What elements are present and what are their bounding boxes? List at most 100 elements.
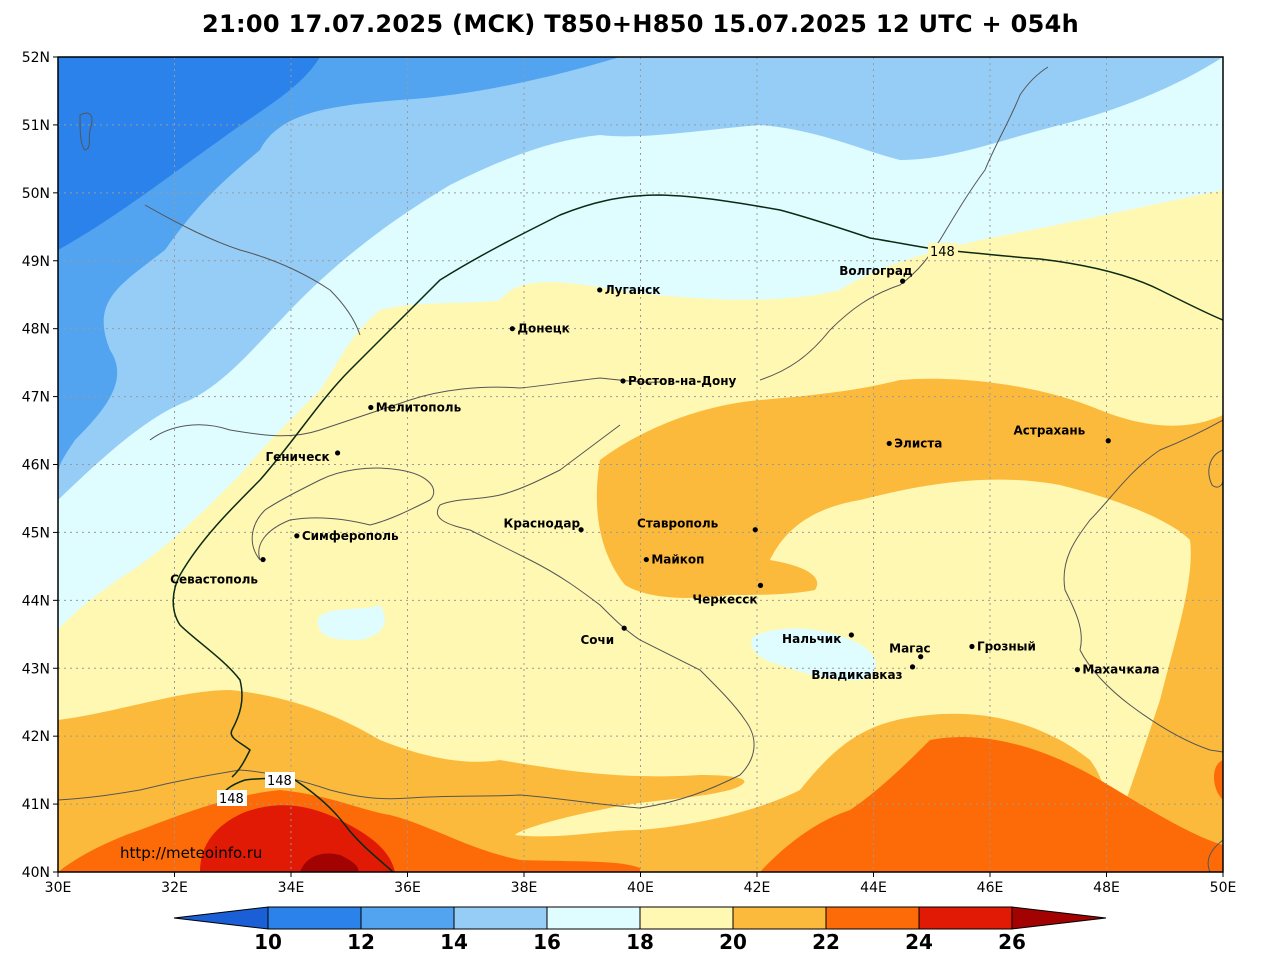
tick-label-lon: 50E: [1210, 880, 1237, 896]
city-label: Краснодар: [504, 517, 581, 531]
city-marker: Севастополь: [170, 556, 266, 587]
city-label: Майкоп: [651, 553, 704, 567]
city-label: Волгоград: [839, 264, 913, 278]
city-label: Магас: [889, 642, 931, 656]
tick-label-lat: 40N: [22, 865, 50, 881]
isoline-148: [172, 194, 1223, 872]
tick-label-lat: 48N: [22, 322, 50, 338]
band-24-26: [200, 805, 395, 872]
city-dot: [643, 556, 649, 563]
tick-label-lat: 45N: [22, 525, 50, 541]
gridlines: [58, 57, 1223, 872]
tick-label-lat: 51N: [22, 118, 50, 134]
city-label: Симферополь: [302, 529, 399, 543]
city-label: Севастополь: [170, 573, 258, 587]
tick-label-lon: 36E: [394, 880, 421, 896]
city-label: Сочи: [580, 633, 614, 647]
city-dot: [509, 326, 515, 332]
city-marker: Ставрополь: [637, 517, 758, 533]
city-marker: Нальчик: [782, 632, 854, 646]
colorbar-label: 16: [533, 930, 561, 954]
tick-label-lat: 41N: [22, 797, 50, 813]
city-marker: Мелитополь: [368, 400, 462, 414]
city-label: Черкесск: [692, 592, 757, 606]
tick-label-lat: 42N: [22, 729, 50, 745]
colorbar: 10 12 14 16 18 20 22 24 26: [173, 906, 1107, 954]
colorbar-arrow-high: [1011, 906, 1107, 930]
city-label: Ростов-на-Дону: [628, 374, 737, 388]
city-marker: Магас: [889, 642, 931, 660]
city-dot: [909, 664, 916, 670]
isoline-label-148-south-a: 148: [267, 774, 292, 789]
band-20-22-east: [596, 378, 1223, 872]
city-marker: Черкесск: [692, 582, 764, 606]
city-dot: [848, 632, 854, 638]
colorbar-label: 20: [719, 930, 747, 954]
colorbar-segment: [267, 906, 362, 930]
city-dot: [918, 654, 924, 660]
city-marker: Элиста: [886, 436, 942, 450]
city-dot: [1105, 438, 1111, 444]
tick-label-lon: 42E: [744, 880, 771, 896]
cities-layer: Луганск Донецк Волгоград Ростов-на-Дону Мели…: [170, 264, 1159, 682]
tick-label-lon: 38E: [511, 880, 538, 896]
city-dot: [757, 582, 764, 588]
colorbar-label: 22: [812, 930, 840, 954]
city-dot: [335, 450, 341, 456]
city-dot: [597, 287, 603, 293]
city-marker: Сочи: [580, 625, 627, 647]
band-10-12: [58, 57, 320, 250]
city-label: Геническ: [265, 450, 329, 464]
isoline-label-148-south-b: 148: [219, 792, 244, 807]
map-axes: 30E 32E 34E 36E 38E 40E 42E 44E 46E 48E 50E 40N 41N 4…: [22, 50, 1237, 896]
city-dot: [969, 643, 975, 650]
city-dot: [900, 278, 906, 284]
tick-label-lon: 30E: [45, 880, 72, 896]
colorbar-segment: [360, 906, 455, 930]
tick-label-lat: 47N: [22, 390, 50, 406]
colorbar-label: 10: [254, 930, 282, 954]
tick-label-lon: 48E: [1093, 880, 1120, 896]
city-dot: [620, 378, 626, 384]
city-marker: Майкоп: [643, 553, 704, 567]
map-title: 21:00 17.07.2025 (MCK) T850+H850 15.07.2…: [202, 10, 1079, 38]
city-marker: Астрахань: [1013, 424, 1111, 444]
colorbar-label: 26: [998, 930, 1026, 954]
city-label: Мелитополь: [376, 400, 462, 414]
city-marker: Луганск: [597, 283, 660, 297]
isoline-label-148-east: 148: [930, 245, 955, 260]
city-label: Элиста: [894, 436, 942, 450]
isoline-labels: 148 148 148: [217, 243, 958, 807]
colorbar-label: 24: [905, 930, 933, 954]
city-marker: Владикавказ: [811, 664, 916, 682]
city-marker: Ростов-на-Дону: [620, 374, 737, 388]
city-marker: Краснодар: [504, 517, 584, 533]
tick-label-lat: 44N: [22, 593, 50, 609]
colorbar-arrow-low: [173, 906, 269, 930]
city-dot: [294, 533, 300, 539]
colorbar-segment: [639, 906, 734, 930]
city-dot: [578, 527, 584, 533]
tick-label-lon: 40E: [627, 880, 654, 896]
band-14-16: [58, 57, 1223, 500]
city-dot: [1074, 667, 1080, 673]
colorbar-label: 14: [440, 930, 468, 954]
city-dot: [368, 404, 374, 411]
city-marker: Донецк: [509, 322, 570, 336]
band-above-26: [300, 853, 359, 872]
city-dot: [260, 556, 266, 563]
tick-label-lat: 46N: [22, 458, 50, 474]
tick-label-lon: 44E: [860, 880, 887, 896]
colorbar-segment: [918, 906, 1013, 930]
city-dot: [886, 440, 892, 447]
city-marker: Махачкала: [1074, 663, 1160, 677]
tick-label-lat: 43N: [22, 661, 50, 677]
temperature-fields: [58, 57, 1223, 872]
city-label: Луганск: [605, 283, 661, 297]
band-12-14: [58, 57, 620, 475]
band-16-18-island-black-sea: [317, 605, 385, 640]
tick-label-lat: 49N: [22, 254, 50, 270]
city-dot: [621, 625, 627, 631]
city-marker: Геническ: [265, 450, 341, 464]
colorbar-segment: [825, 906, 920, 930]
